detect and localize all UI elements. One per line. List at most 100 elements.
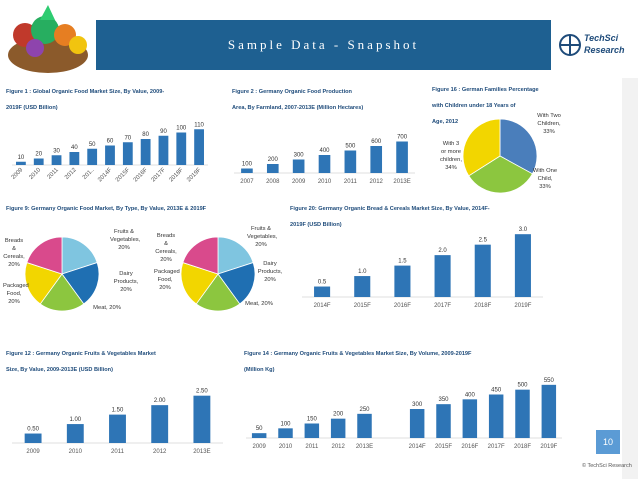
fig2-bar — [266, 164, 279, 173]
fig9b-slice — [217, 236, 254, 275]
fig14-tick-label: 2010 — [279, 444, 293, 450]
header: Sample Data - Snapshot TechSci Research — [0, 0, 638, 78]
page-number: 10 — [596, 430, 620, 454]
fig1-data-label: 30 — [53, 148, 60, 154]
fig20-title-line2: 2019F (USD Billion) — [290, 222, 342, 228]
fig14-data-label: 250 — [359, 407, 370, 413]
fig2-tick-label: 2009 — [292, 179, 306, 185]
fig20-tick-label: 2017F — [434, 303, 451, 309]
fig14-tick-label: 2011 — [305, 444, 319, 450]
fig9-pie-2013e — [24, 236, 100, 312]
fig2-data-label: 300 — [294, 153, 305, 159]
fig9a-slice — [39, 273, 85, 312]
fig2-data-label: 700 — [397, 135, 408, 141]
fig14-data-label: 300 — [412, 402, 423, 408]
fig20-bar — [394, 265, 411, 297]
fig9b-label-breads: Breads & Cereals, 20% — [155, 233, 177, 263]
fig20-data-label: 1.5 — [398, 259, 407, 265]
fig14-bar — [541, 384, 557, 438]
fig14-tick-label: 2009 — [252, 444, 266, 450]
fig1-data-label: 40 — [71, 145, 78, 151]
fig9a-label-breads: Breads & Cereals, 20% — [3, 238, 25, 268]
fig12-tick-label: 2010 — [69, 449, 83, 455]
fig9a-slice — [61, 262, 100, 305]
fig2-title-line2: Area, By Farmland, 2007-2013E (Million H… — [232, 105, 364, 111]
fig20-bar — [514, 234, 531, 297]
fig9a-label-fruits: Fruits & Vegetables, 20% — [110, 229, 141, 251]
fig1-title: Figure 1 : Global Organic Food Market Si… — [6, 84, 164, 116]
fig1-bar — [122, 142, 133, 165]
fig12-bar — [66, 424, 84, 443]
fig12-data-label: 1.50 — [112, 408, 124, 414]
fig12-data-label: 2.50 — [196, 389, 208, 395]
fig16-label-one-child: With One Child, 33% — [532, 168, 558, 190]
fig1-title-line1: Figure 1 : Global Organic Food Market Si… — [6, 89, 165, 95]
fig1-bar — [33, 158, 44, 165]
fig14-title-line1: Figure 14 : Germany Organic Fruits & Veg… — [244, 351, 472, 357]
fig14-tick-label: 2019F — [540, 444, 557, 450]
fig14-data-label: 400 — [465, 392, 476, 398]
fig2-tick-label: 2010 — [318, 179, 332, 185]
fig16-title-line2: with Children under 18 Years of — [432, 103, 516, 109]
fig20-bar — [354, 276, 371, 297]
fig9a-label-dairy: Dairy Products, 20% — [113, 271, 139, 293]
fig1-title-line2: 2019F (USD Billion) — [6, 105, 58, 111]
fig2-tick-label: 2008 — [266, 179, 280, 185]
fig9-title: Figure 9: Germany Organic Food Market, B… — [6, 206, 207, 212]
fig14-data-label: 550 — [544, 378, 555, 384]
fig20-tick-label: 2014F — [314, 303, 331, 309]
fig1-bar — [140, 139, 151, 165]
fig14-bar — [462, 399, 478, 438]
fig2-tick-label: 2012 — [370, 179, 384, 185]
fig20-data-label: 1.0 — [358, 269, 367, 275]
fig20-data-label: 0.5 — [318, 280, 327, 286]
fig14-data-label: 450 — [491, 388, 502, 394]
fig1-data-label: 80 — [142, 132, 149, 138]
fig12-bar — [151, 405, 169, 443]
fig14-data-label: 150 — [307, 417, 318, 423]
fig14-bar — [515, 389, 530, 438]
fig2-bar — [344, 150, 357, 173]
fig16-title: Figure 16 : German Families Percentage w… — [432, 82, 582, 130]
fig2-bar — [370, 146, 383, 173]
fig1-data-label: 10 — [18, 155, 25, 161]
fig2-bar — [396, 141, 408, 173]
fig2-tick-label: 2007 — [240, 179, 254, 185]
fig14-tick-label: 2012 — [331, 444, 345, 450]
fig20-data-label: 2.5 — [479, 238, 488, 244]
fig1-tick-label: 2010 — [28, 167, 42, 181]
fig16-slice — [462, 118, 501, 177]
fig9a-label-packaged: Packaged Food, 20% — [3, 283, 29, 305]
fig20-tick-label: 2019F — [514, 303, 531, 309]
fig9b-slice — [180, 262, 219, 305]
fig9b-label-dairy: Dairy Products, 20% — [257, 261, 283, 283]
fig14-bar — [357, 413, 372, 438]
fig14-data-label: 500 — [517, 383, 528, 389]
fig14-tick-label: 2018F — [514, 444, 531, 450]
fig14-tick-label: 2016F — [461, 444, 478, 450]
fig1-data-label: 100 — [176, 126, 187, 132]
fig16-label-three-plus: With 3 or more children, 34% — [440, 141, 462, 171]
fig1-bar — [194, 129, 204, 165]
fig1-data-label: 110 — [194, 122, 204, 128]
fig9b-slice — [182, 236, 219, 275]
fig9a-slice — [26, 236, 63, 275]
fig20-tick-label: 2015F — [354, 303, 371, 309]
fig1-bar — [87, 148, 98, 165]
fig2-data-label: 400 — [319, 148, 330, 154]
fig14-data-label: 100 — [280, 421, 291, 427]
fig1-bar-chart: 10 2009 20 2010 30 2011 40 2012 50 201.. 60 2014F 70… — [11, 122, 208, 184]
fig1-tick-label: 2012 — [64, 167, 78, 181]
fig9b-slice — [195, 273, 241, 312]
right-sidebar-strip — [622, 78, 638, 479]
fig14-data-label: 50 — [256, 426, 263, 432]
fig1-tick-label: 2014F — [97, 167, 114, 184]
fig14-tick-label: 2017F — [488, 444, 505, 450]
fig16-title-line1: Figure 16 : German Families Percentage — [432, 87, 539, 93]
fig1-bar — [158, 135, 169, 165]
fig20-title: Figure 20: Germany Organic Bread & Cerea… — [290, 201, 490, 233]
fig14-tick-label: 2014F — [409, 444, 426, 450]
fig2-bar — [318, 155, 331, 173]
fig1-data-label: 90 — [160, 129, 167, 135]
fig1-bar — [69, 152, 80, 165]
